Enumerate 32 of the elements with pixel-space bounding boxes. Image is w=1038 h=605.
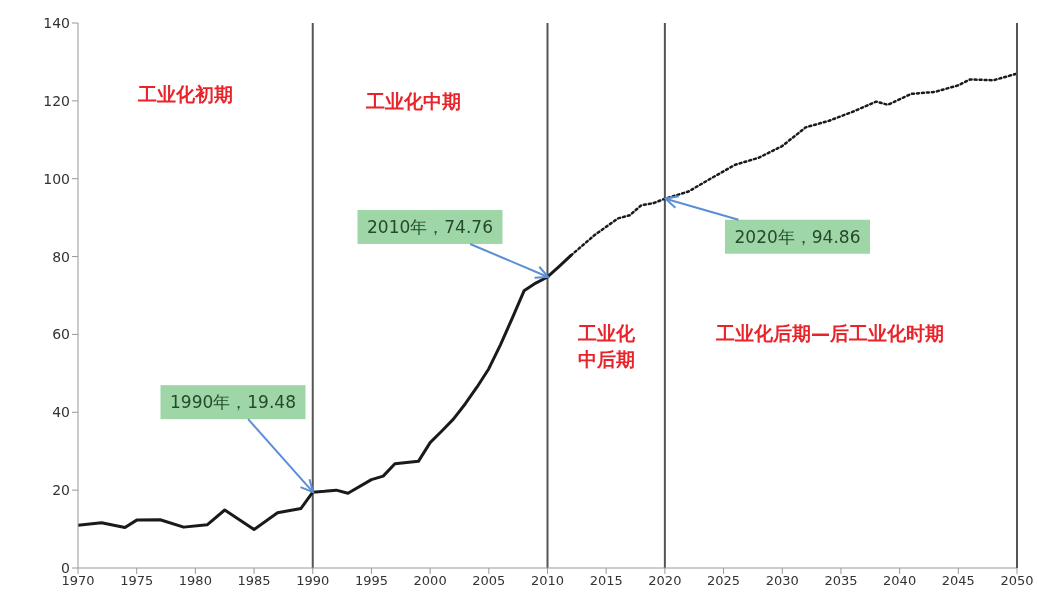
y-tick-label: 0 bbox=[61, 559, 70, 576]
y-tick-label: 60 bbox=[52, 326, 70, 343]
y-tick-label: 40 bbox=[52, 404, 70, 421]
y-tick-label: 20 bbox=[52, 482, 70, 499]
x-tick-label: 2050 bbox=[1000, 573, 1034, 589]
annotation: 工业化中后期 bbox=[577, 322, 636, 370]
y-tick-label: 80 bbox=[52, 248, 70, 265]
annotation: 工业化后期—后工业化时期 bbox=[715, 322, 944, 344]
x-tick-label: 1975 bbox=[120, 573, 154, 589]
y-tick-label: 120 bbox=[43, 92, 70, 109]
x-tick-label: 1985 bbox=[237, 573, 271, 589]
x-tick-label: 1970 bbox=[61, 573, 95, 589]
annotation: 1990年，19.48 bbox=[170, 392, 296, 413]
x-tick-label: 2035 bbox=[824, 573, 858, 589]
x-tick-label: 1980 bbox=[178, 573, 212, 589]
x-tick-label: 2025 bbox=[707, 573, 741, 589]
x-tick-label: 2040 bbox=[883, 573, 917, 589]
x-tick-label: 1990 bbox=[296, 573, 330, 589]
x-tick-label: 2000 bbox=[413, 573, 447, 589]
annotation: 2020年，94.86 bbox=[734, 226, 861, 247]
annotation: 工业化中期 bbox=[365, 90, 461, 112]
x-tick-label: 2010 bbox=[530, 573, 565, 589]
y-tick-label: 140 bbox=[43, 14, 70, 31]
y-tick-label: 100 bbox=[43, 170, 70, 187]
x-tick-label: 2030 bbox=[765, 573, 799, 589]
x-tick-label: 2015 bbox=[589, 573, 623, 589]
x-tick-label: 1995 bbox=[354, 573, 388, 589]
x-tick-label: 2020 bbox=[648, 573, 682, 589]
annotation: 工业化初期 bbox=[137, 83, 233, 105]
x-tick-label: 2045 bbox=[941, 573, 975, 589]
x-tick-label: 2005 bbox=[472, 573, 506, 589]
annotation: 2010年，74.76 bbox=[367, 216, 493, 237]
